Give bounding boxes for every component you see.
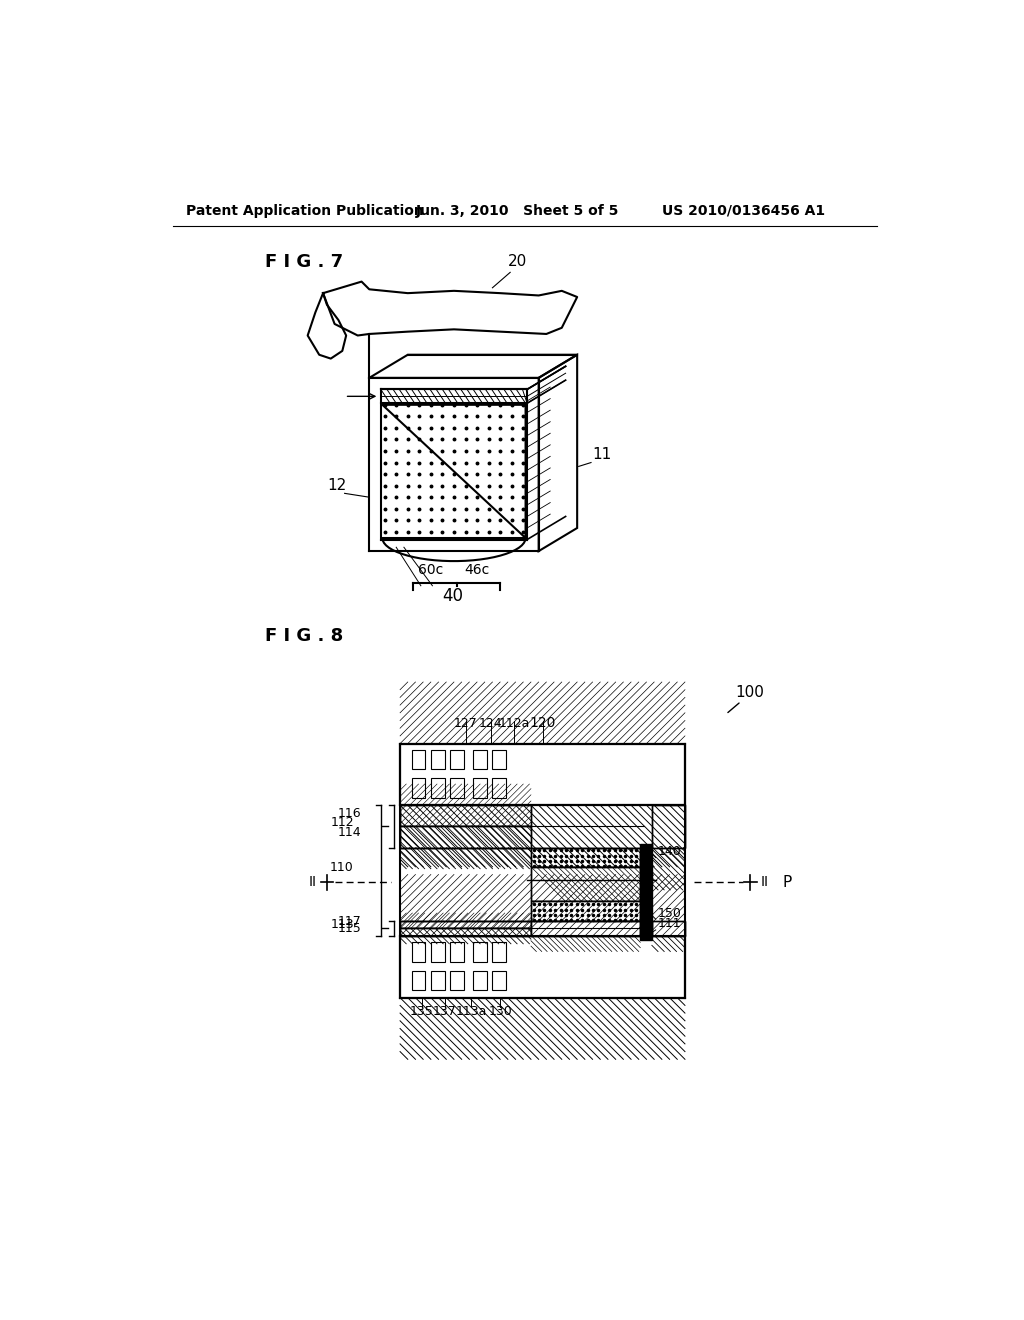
- Bar: [493, 942, 506, 961]
- Bar: [431, 942, 444, 961]
- Text: 116: 116: [338, 807, 361, 820]
- Text: 112a: 112a: [499, 717, 529, 730]
- Text: 114: 114: [338, 826, 361, 840]
- Text: II: II: [309, 875, 317, 890]
- Bar: [652, 805, 685, 847]
- Bar: [451, 942, 464, 961]
- Bar: [652, 921, 685, 936]
- Text: US 2010/0136456 A1: US 2010/0136456 A1: [662, 203, 825, 218]
- Bar: [412, 750, 425, 770]
- Bar: [493, 750, 506, 770]
- Text: 137: 137: [433, 1005, 457, 1018]
- Text: Jun. 3, 2010   Sheet 5 of 5: Jun. 3, 2010 Sheet 5 of 5: [416, 203, 618, 218]
- Text: P: P: [782, 875, 792, 890]
- Bar: [412, 779, 425, 797]
- Bar: [531, 902, 640, 921]
- Bar: [531, 867, 640, 902]
- Bar: [652, 805, 685, 847]
- Text: Patent Application Publication: Patent Application Publication: [186, 203, 424, 218]
- Bar: [531, 921, 640, 936]
- Bar: [400, 921, 531, 928]
- Bar: [431, 779, 444, 797]
- Bar: [400, 928, 531, 936]
- Text: 12: 12: [327, 478, 346, 492]
- Text: 60c: 60c: [418, 564, 443, 577]
- Text: 127: 127: [454, 717, 477, 730]
- Text: 117: 117: [338, 915, 361, 928]
- Text: 40: 40: [442, 587, 463, 605]
- Text: 130: 130: [488, 1005, 512, 1018]
- Bar: [493, 970, 506, 990]
- Bar: [531, 867, 640, 902]
- Bar: [400, 743, 685, 805]
- Bar: [451, 750, 464, 770]
- Bar: [451, 970, 464, 990]
- Bar: [400, 743, 685, 805]
- Bar: [493, 779, 506, 797]
- Bar: [473, 779, 487, 797]
- Text: II: II: [760, 875, 768, 890]
- Text: 124: 124: [479, 717, 503, 730]
- Text: 135: 135: [410, 1005, 433, 1018]
- Bar: [431, 750, 444, 770]
- Bar: [400, 936, 685, 998]
- Bar: [400, 928, 531, 936]
- Text: 100: 100: [735, 685, 764, 701]
- Bar: [531, 847, 640, 867]
- Bar: [531, 847, 640, 867]
- Text: 20: 20: [508, 255, 527, 269]
- Text: 11: 11: [593, 446, 611, 462]
- Text: 46c: 46c: [465, 564, 489, 577]
- Bar: [400, 936, 685, 998]
- Text: 140: 140: [657, 845, 681, 858]
- Bar: [431, 970, 444, 990]
- Bar: [531, 902, 640, 921]
- Text: 112: 112: [330, 816, 354, 829]
- Text: 115: 115: [338, 923, 361, 936]
- Text: 120: 120: [529, 715, 556, 730]
- Bar: [531, 921, 640, 936]
- Bar: [640, 906, 652, 940]
- Text: F I G . 7: F I G . 7: [265, 253, 343, 272]
- Bar: [400, 805, 531, 826]
- Text: F I G . 8: F I G . 8: [265, 627, 344, 644]
- Bar: [400, 921, 531, 928]
- Bar: [400, 826, 531, 847]
- Text: 113: 113: [330, 919, 354, 932]
- Bar: [451, 779, 464, 797]
- Bar: [473, 750, 487, 770]
- Bar: [640, 843, 652, 906]
- Text: 110: 110: [330, 861, 354, 874]
- Text: 113a: 113a: [456, 1005, 486, 1018]
- Bar: [400, 805, 531, 826]
- Bar: [412, 942, 425, 961]
- Bar: [473, 942, 487, 961]
- Bar: [652, 921, 685, 936]
- Bar: [473, 970, 487, 990]
- Text: 150: 150: [657, 907, 681, 920]
- Text: 111: 111: [657, 917, 681, 929]
- Bar: [400, 826, 531, 847]
- Bar: [412, 970, 425, 990]
